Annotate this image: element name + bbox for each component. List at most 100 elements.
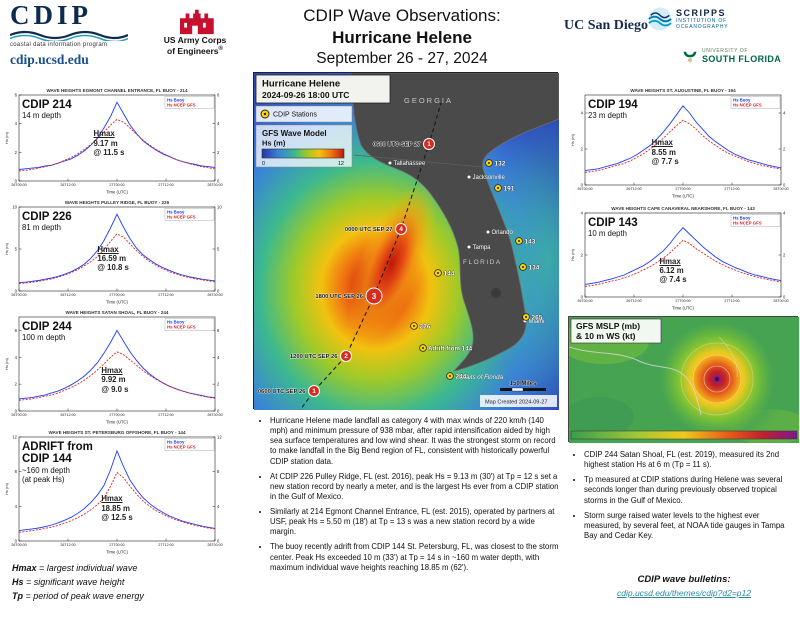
station-id-label: 143 — [525, 239, 536, 246]
wind-map-title: GFS MSLP (mb) & 10 m WS (kt) — [570, 318, 662, 344]
hmax-annotation: Hmax 9.92 m @ 9.0 s — [101, 365, 129, 394]
svg-text:Hs (m): Hs (m) — [570, 133, 575, 146]
map-created-label: Map Created 2024-09-27 — [485, 400, 548, 406]
svg-text:27T12:00: 27T12:00 — [724, 187, 739, 191]
wave-chart-cdip-214: WAVE HEIGHTS EGMONT CHANNEL ENTRANCE, FL… — [2, 86, 232, 196]
svg-text:8: 8 — [15, 469, 18, 474]
city-label: Tallahassee — [394, 161, 426, 167]
svg-text:12: 12 — [217, 435, 222, 440]
svg-text:5: 5 — [15, 247, 18, 252]
cdip-logo: CDIP coastal data information program cd… — [10, 2, 146, 68]
svg-text:Hs (m): Hs (m) — [570, 248, 575, 261]
storm-position — [308, 385, 320, 397]
svg-text:28T00:00: 28T00:00 — [773, 299, 788, 303]
track-time-label: 1200 UTC SEP 26 — [290, 354, 338, 360]
svg-text:Hs Buoy: Hs Buoy — [733, 98, 751, 103]
series-Hs NCEP GFS — [18, 351, 216, 401]
svg-text:4: 4 — [15, 355, 18, 360]
hmax-annotation: Hmax 16.59 m @ 10.8 s — [97, 244, 129, 273]
bullet-item: CDIP 244 Satan Shoal, FL (est. 2019), me… — [584, 450, 796, 470]
definition-row: Tp = period of peak wave energy — [12, 590, 144, 601]
track-time-label: 0600 UTC SEP 26 — [258, 389, 306, 395]
map-dynamic-layer: Tallahassee Jacksonville Orlando Tampa Miami… — [258, 102, 545, 410]
svg-text:26T12:00: 26T12:00 — [60, 183, 75, 187]
svg-text:Hs Buoy: Hs Buoy — [167, 440, 185, 445]
station-info: CDIP 143 10 m depth — [588, 217, 638, 239]
city-dot — [466, 174, 471, 179]
bullet-item: At CDIP 226 Pulley Ridge, FL (est. 2016)… — [270, 472, 560, 502]
svg-text:26T12:00: 26T12:00 — [626, 299, 641, 303]
storm-category: 3 — [372, 292, 377, 301]
wind-speed-map: GFS MSLP (mb) & 10 m WS (kt) — [568, 316, 799, 443]
svg-text:Time (UTC): Time (UTC) — [106, 550, 128, 555]
svg-text:Hs NCEP GFS: Hs NCEP GFS — [167, 215, 196, 220]
storm-position — [423, 138, 435, 150]
cdip-url-link[interactable]: cdip.ucsd.edu — [10, 52, 89, 67]
cdip-acronym: CDIP — [10, 0, 92, 30]
hmax-annotation: Hmax 6.12 m @ 7.4 s — [659, 256, 687, 285]
svg-text:27T00:00: 27T00:00 — [109, 183, 124, 187]
svg-text:4: 4 — [15, 504, 18, 509]
map-scale: 150 Miles — [500, 381, 546, 392]
wave-plot: WAVE HEIGHTS SATAN SHOAL, FL BUOY - 244 H… — [4, 310, 223, 425]
bullet-item: Similarly at 214 Egmont Channel Entrance… — [270, 507, 560, 537]
storm-category: 1 — [427, 141, 431, 148]
svg-text:Hs (m): Hs (m) — [4, 482, 9, 495]
svg-text:0: 0 — [217, 289, 220, 294]
storm-position — [365, 287, 383, 305]
adrift-label: Adrift from 144 — [428, 346, 473, 353]
svg-text:0: 0 — [15, 409, 18, 414]
usf-logo: UNIVERSITY OF SOUTH FLORIDA — [682, 48, 781, 64]
land-florida-georgia — [350, 73, 559, 372]
hmax-annotation: Hmax 18.85 m @ 12.5 s — [101, 494, 133, 522]
station-id-label: 191 — [504, 186, 515, 193]
svg-text:5: 5 — [217, 247, 220, 252]
georgia-label: GEORGIA — [404, 96, 453, 105]
svg-text:27T00:00: 27T00:00 — [675, 187, 690, 191]
wave-chart-cdip-226: WAVE HEIGHTS PULLEY RIDGE, FL BUOY - 226… — [2, 198, 232, 306]
series-Hs NCEP GFS — [584, 119, 782, 173]
storm-category: 4 — [399, 226, 403, 233]
header: CDIP coastal data information program cd… — [0, 0, 800, 72]
title-line-2: Hurricane Helene — [332, 28, 472, 48]
svg-text:2: 2 — [15, 382, 18, 387]
svg-text:27T12:00: 27T12:00 — [158, 543, 173, 547]
svg-text:4: 4 — [217, 355, 220, 360]
svg-text:4: 4 — [581, 211, 584, 216]
state-border — [353, 154, 483, 168]
series-Hs Buoy — [18, 449, 216, 532]
svg-text:27T12:00: 27T12:00 — [158, 293, 173, 297]
track-time-label: 0600 UTC SEP 27 — [373, 142, 421, 148]
svg-text:26T12:00: 26T12:00 — [60, 293, 75, 297]
series-Hs NCEP GFS — [18, 118, 216, 172]
wave-plot: WAVE HEIGHTS ST. AUGUSTINE, FL BUOY - 19… — [570, 88, 789, 199]
station-id-label: 265 — [532, 315, 543, 322]
colorbar-min: 0 — [262, 161, 265, 167]
svg-text:8: 8 — [217, 469, 220, 474]
svg-text:0: 0 — [217, 179, 220, 184]
summary-bullets-center: Hurricane Helene made landfall as catego… — [258, 416, 560, 578]
svg-text:Hs NCEP GFS: Hs NCEP GFS — [167, 325, 196, 330]
svg-text:Hs NCEP GFS: Hs NCEP GFS — [167, 103, 196, 108]
hmax-annotation: Hmax 8.55 m @ 7.7 s — [651, 138, 679, 166]
map-title-box: Hurricane Helene 2024-09-26 18:00 UTC — [255, 74, 391, 104]
svg-text:0: 0 — [15, 179, 18, 184]
svg-text:2: 2 — [217, 382, 220, 387]
hurricane-map-svg: GEORGIA FLORIDA Straits of Florida Talla… — [254, 73, 559, 410]
svg-text:26T12:00: 26T12:00 — [60, 413, 75, 417]
hurricane-eye — [714, 376, 720, 382]
svg-text:& 10 m WS (kt): & 10 m WS (kt) — [576, 331, 636, 341]
svg-text:27T12:00: 27T12:00 — [158, 413, 173, 417]
bulletins-link[interactable]: cdip.ucsd.edu/themes/cdip?d2=p12 — [617, 588, 751, 598]
svg-text:2: 2 — [783, 147, 786, 152]
svg-text:26T00:00: 26T00:00 — [11, 183, 26, 187]
wind-map-svg: GFS MSLP (mb) & 10 m WS (kt) — [569, 317, 799, 443]
svg-text:2: 2 — [217, 150, 220, 155]
colorbar-max: 12 — [338, 161, 344, 167]
series-Hs Buoy — [18, 213, 216, 284]
svg-text:27T00:00: 27T00:00 — [109, 543, 124, 547]
svg-text:Hs Buoy: Hs Buoy — [167, 320, 185, 325]
bullet-item: Storm surge raised water levels to the h… — [584, 511, 796, 541]
bullet-item: Tp measured at CDIP stations during Hele… — [584, 475, 796, 505]
series-Hs NCEP GFS — [18, 471, 216, 533]
